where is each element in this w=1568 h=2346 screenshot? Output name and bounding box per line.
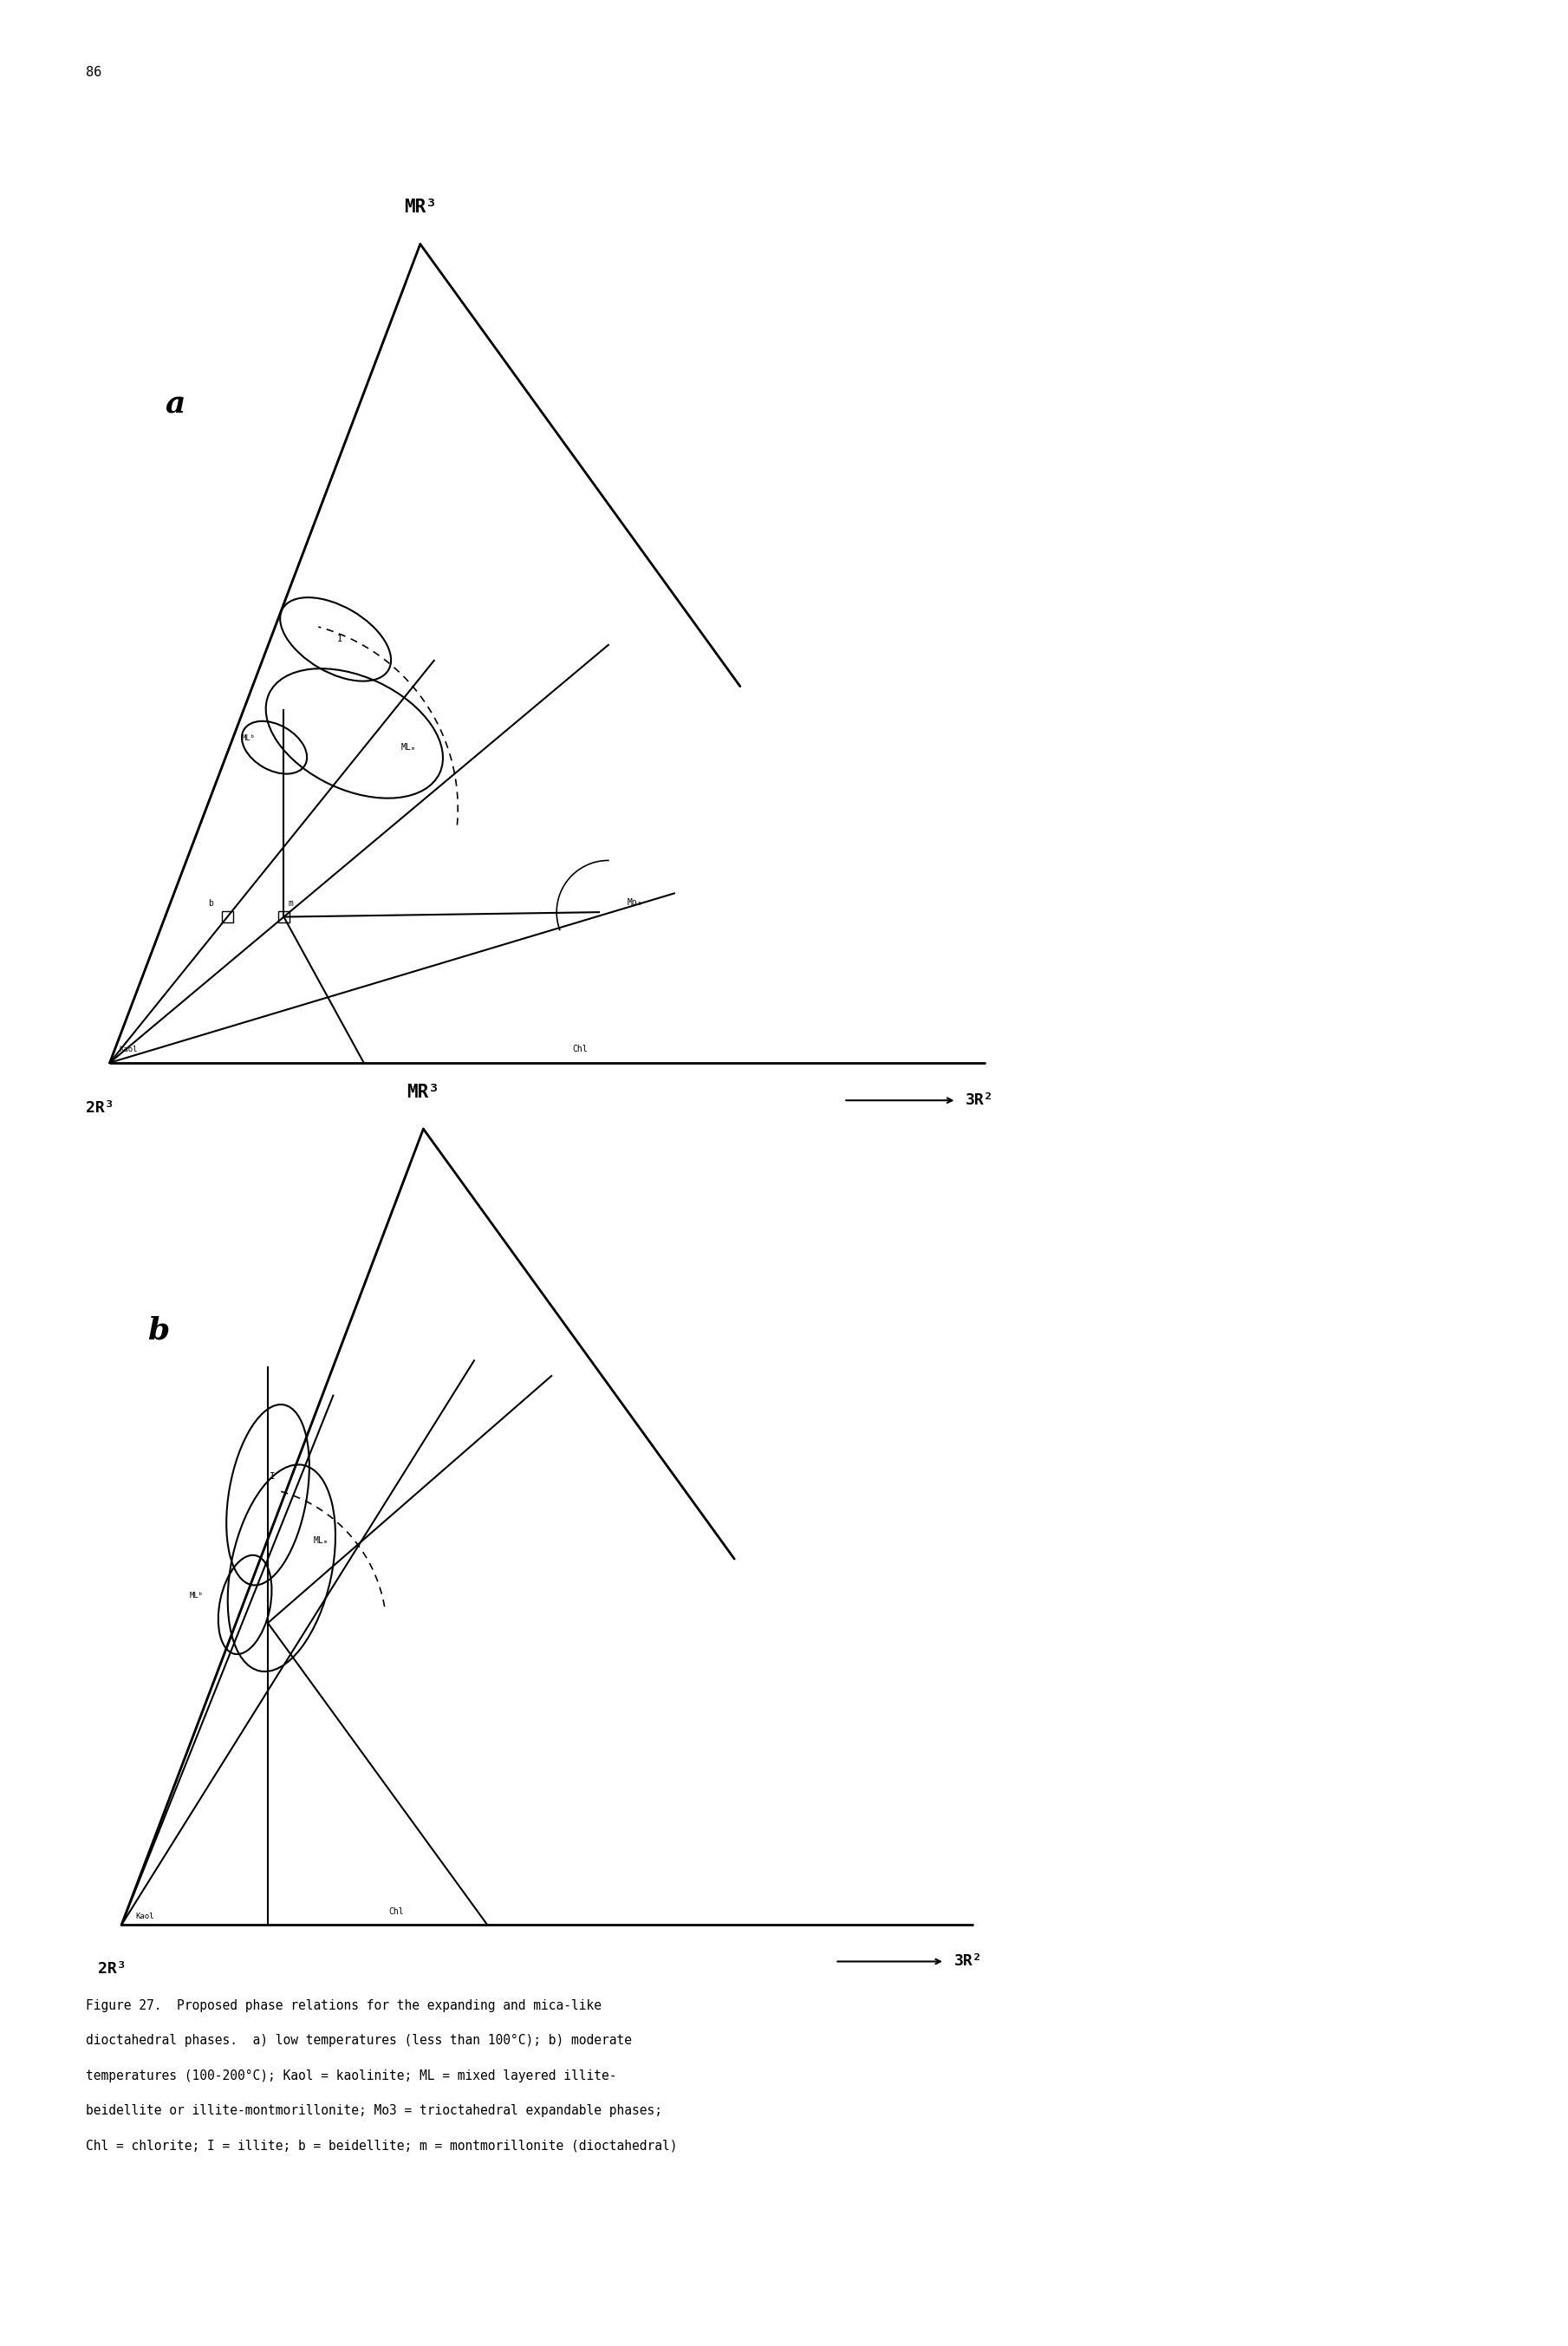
Text: I: I — [270, 1473, 276, 1480]
Text: a: a — [166, 389, 185, 420]
Bar — [221, 910, 234, 922]
Text: 3R²: 3R² — [966, 1093, 994, 1107]
Text: MLᵇ: MLᵇ — [241, 734, 256, 741]
Text: 86: 86 — [86, 66, 102, 80]
Text: dioctahedral phases.  a) low temperatures (less than 100°C); b) moderate: dioctahedral phases. a) low temperatures… — [86, 2034, 632, 2048]
Text: Chl: Chl — [389, 1907, 403, 1917]
Text: MR³: MR³ — [405, 199, 436, 216]
Text: Kaol: Kaol — [135, 1912, 154, 1921]
Text: beidellite or illite-montmorillonite; Mo3 = trioctahedral expandable phases;: beidellite or illite-montmorillonite; Mo… — [86, 2104, 663, 2118]
Text: 3R²: 3R² — [953, 1954, 982, 1968]
Text: 2R³: 2R³ — [86, 1100, 114, 1117]
Text: temperatures (100-200°C); Kaol = kaolinite; ML = mixed layered illite-: temperatures (100-200°C); Kaol = kaolini… — [86, 2069, 618, 2083]
Bar — [278, 910, 290, 922]
Text: Mo₃: Mo₃ — [627, 899, 643, 908]
Text: Chl = chlorite; I = illite; b = beidellite; m = montmorillonite (dioctahedral): Chl = chlorite; I = illite; b = beidelli… — [86, 2140, 677, 2154]
Text: m: m — [289, 899, 293, 908]
Text: MLᵇ: MLᵇ — [190, 1591, 204, 1600]
Text: Kaol: Kaol — [119, 1046, 138, 1053]
Text: MLₘ: MLₘ — [401, 744, 417, 751]
Text: b: b — [147, 1316, 169, 1344]
Text: 2R³: 2R³ — [99, 1961, 127, 1978]
Text: MR³: MR³ — [408, 1084, 439, 1100]
Text: Chl: Chl — [572, 1044, 588, 1053]
Text: b: b — [209, 899, 213, 908]
Text: Figure 27.  Proposed phase relations for the expanding and mica-like: Figure 27. Proposed phase relations for … — [86, 1999, 602, 2013]
Text: MLₘ: MLₘ — [314, 1537, 329, 1546]
Text: I: I — [337, 636, 343, 643]
